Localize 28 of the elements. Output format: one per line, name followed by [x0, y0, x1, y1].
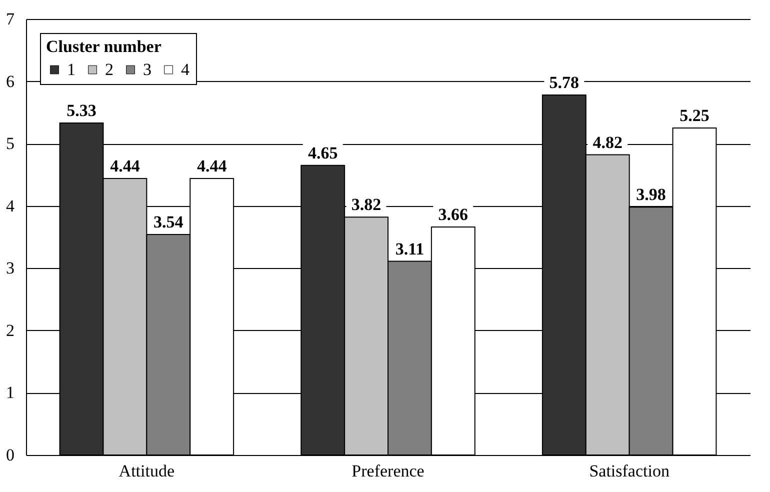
data-label: 3.66	[438, 205, 468, 224]
y-tick-label: 4	[6, 196, 15, 216]
data-label: 5.78	[549, 72, 580, 92]
y-tick-label: 3	[6, 258, 14, 278]
data-label: 4.44	[196, 156, 228, 176]
data-label: 5.25	[680, 106, 710, 125]
data-label: 3.54	[154, 212, 184, 232]
data-label: 4.65	[308, 143, 338, 162]
legend-label: 1	[67, 60, 76, 79]
data-label: 3.98	[636, 185, 666, 204]
legend-label: 4	[181, 60, 190, 79]
x-tick-label: Preference	[352, 462, 424, 480]
x-tick-label: Satisfaction	[589, 462, 670, 480]
y-tick-label: 6	[6, 72, 14, 91]
x-tick-label: Attitude	[118, 462, 175, 480]
data-label: 3.82	[351, 195, 382, 214]
data-label: 3.11	[395, 239, 424, 258]
data-label: 5.33	[66, 101, 96, 120]
data-label: 4.82	[592, 132, 622, 152]
y-tick-label: 0	[6, 446, 14, 464]
y-tick-label: 5	[6, 134, 14, 154]
legend-label: 2	[105, 60, 114, 79]
y-tick-label: 7	[6, 10, 15, 28]
data-label: 4.44	[110, 156, 140, 176]
legend-label: 3	[143, 60, 152, 79]
y-tick-label: 2	[6, 320, 14, 340]
legend-title: Cluster number	[46, 37, 162, 56]
y-tick-label: 1	[6, 383, 14, 402]
